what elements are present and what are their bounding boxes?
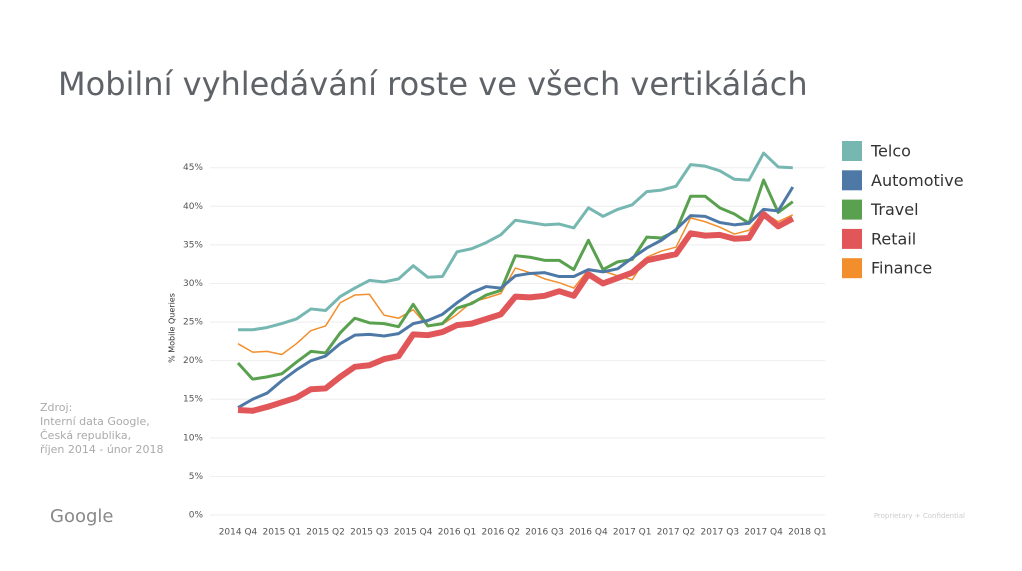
legend-label: Finance <box>871 259 932 278</box>
x-tick-label: 2015 Q1 <box>263 528 302 538</box>
source-line: Interní data Google, <box>40 415 150 428</box>
series-line <box>236 178 794 381</box>
source-line: Zdroj: <box>40 401 72 414</box>
x-tick-label: 2016 Q3 <box>525 528 564 538</box>
legend-label: Travel <box>870 200 919 219</box>
series-line <box>237 211 794 356</box>
y-tick-label: 40% <box>183 202 203 212</box>
y-tick-label: 30% <box>183 279 203 289</box>
x-tick-label: 2015 Q3 <box>350 528 389 538</box>
x-tick-label: 2016 Q2 <box>482 528 521 538</box>
x-tick-label: 2015 Q4 <box>394 528 433 538</box>
x-tick-label: 2018 Q1 <box>788 528 827 538</box>
y-tick-label: 35% <box>183 240 203 250</box>
legend-swatch <box>842 141 862 161</box>
source-line: říjen 2014 - únor 2018 <box>40 443 164 456</box>
y-tick-label: 15% <box>183 395 203 405</box>
y-tick-label: 0% <box>189 511 204 521</box>
series-line <box>237 211 795 414</box>
x-tick-label: 2017 Q3 <box>701 528 740 538</box>
y-tick-label: 5% <box>189 472 204 482</box>
legend-label: Telco <box>870 142 911 161</box>
x-tick-label: 2016 Q1 <box>438 528 477 538</box>
x-tick-label: 2015 Q2 <box>306 528 345 538</box>
legend-swatch <box>842 228 862 249</box>
x-tick-label: 2017 Q2 <box>657 528 696 538</box>
legend-label: Retail <box>871 229 916 248</box>
legend-swatch <box>842 258 862 279</box>
x-tick-label: 2014 Q4 <box>219 528 258 538</box>
footer: Proprietary + Confidential <box>874 512 965 520</box>
x-tick-label: 2017 Q4 <box>744 528 783 538</box>
y-tick-label: 25% <box>183 318 203 328</box>
x-tick-label: 2016 Q4 <box>569 528 608 538</box>
series-line <box>237 186 795 410</box>
y-tick-label: 20% <box>183 356 203 366</box>
legend-swatch <box>842 199 862 220</box>
legend-label: Automotive <box>871 171 964 190</box>
x-tick-label: 2017 Q1 <box>613 528 652 538</box>
y-tick-label: 10% <box>183 433 203 443</box>
legend-swatch <box>842 170 862 191</box>
logo: Google <box>50 506 113 527</box>
slide-title: Mobilní vyhledávání roste ve všech verti… <box>58 65 808 103</box>
series-line <box>238 151 793 332</box>
y-axis-label: % Mobile Queries <box>168 293 177 363</box>
source-line: Česká republika, <box>40 429 131 442</box>
y-tick-label: 45% <box>183 163 203 173</box>
